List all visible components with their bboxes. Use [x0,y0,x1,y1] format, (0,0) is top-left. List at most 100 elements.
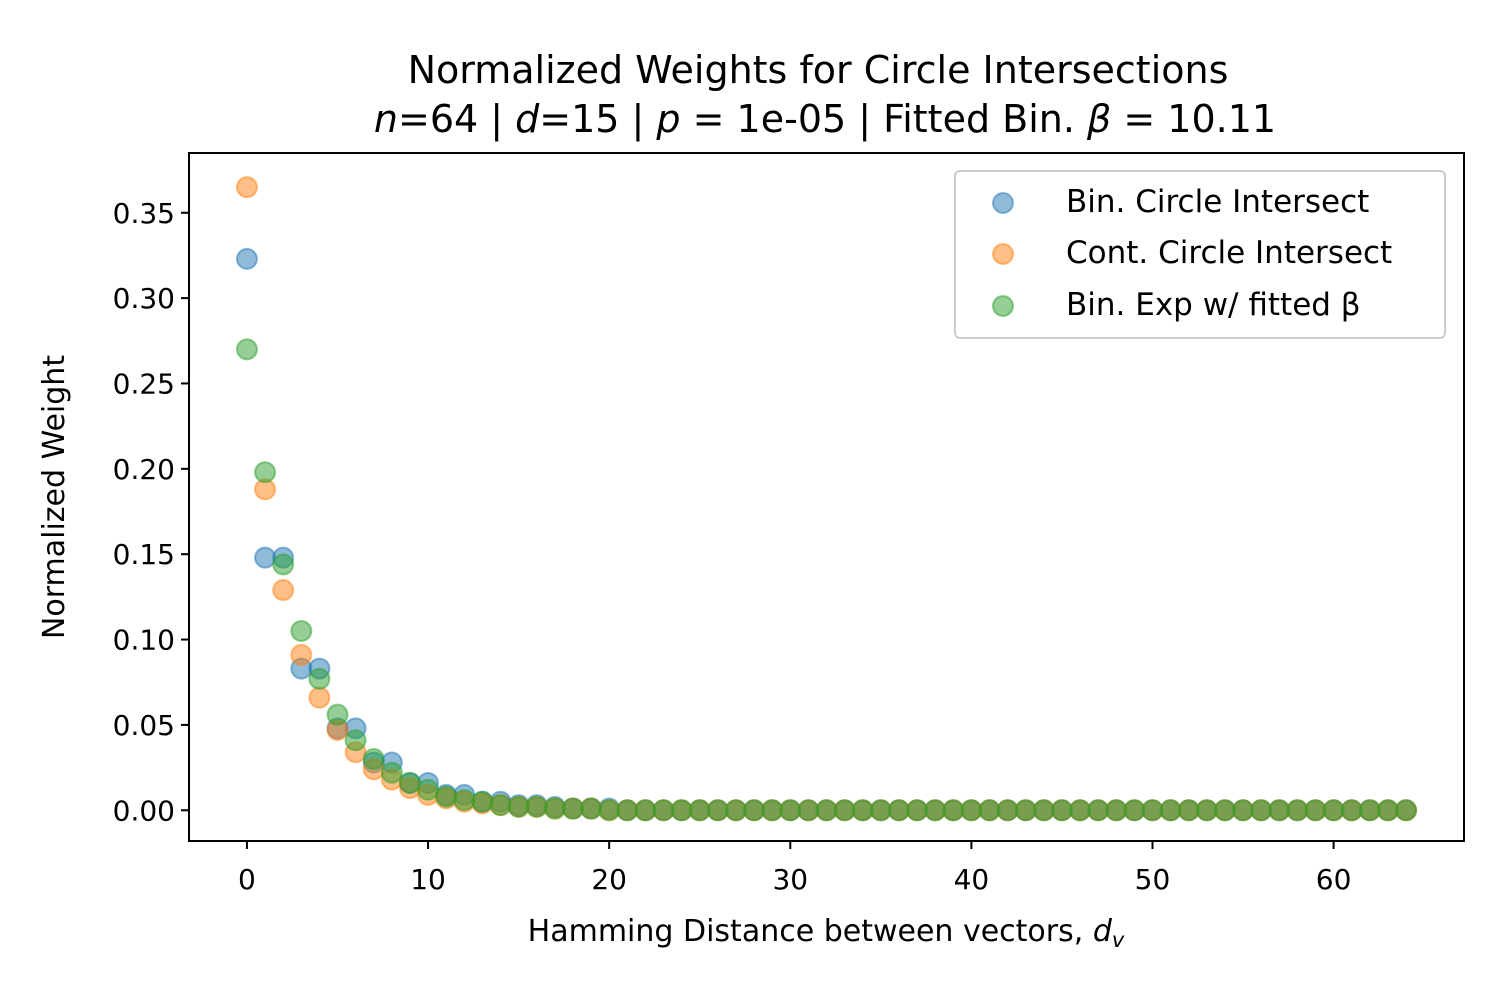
legend-marker-cont-circle [992,243,1014,265]
legend-label-bin-exp: Bin. Exp w/ fitted β [1066,287,1361,323]
data-point-series-2 [1268,799,1291,822]
data-point-series-1 [290,643,313,666]
x-tick-label: 60 [1316,863,1352,896]
plot-frame [188,152,1465,842]
data-point-series-2 [743,799,766,822]
data-point-series-2 [435,785,458,808]
data-point-series-2 [1177,799,1200,822]
y-tick-label: 0.30 [113,282,175,315]
data-point-series-2 [290,620,313,643]
data-point-series-2 [869,799,892,822]
data-point-series-2 [797,799,820,822]
data-point-series-2 [1050,799,1073,822]
subtitle-n-label: n [374,97,398,141]
data-point-series-2 [580,797,603,820]
subtitle-n-value: =64 | [398,97,515,142]
data-point-series-2 [1123,799,1146,822]
subtitle-beta-value: = 10.11 [1111,97,1276,141]
x-tick-label: 10 [410,863,446,896]
y-tick-label: 0.00 [113,794,175,827]
legend-label-cont-circle: Cont. Circle Intersect [1066,235,1392,271]
data-point-series-2 [1213,799,1236,822]
y-tick-label: 0.15 [113,538,175,571]
subtitle-beta-label: β [1086,97,1111,141]
data-point-series-2 [833,799,856,822]
data-point-series-2 [1286,799,1309,822]
data-point-series-2 [815,799,838,822]
data-point-series-2 [779,799,802,822]
data-point-series-2 [380,761,403,784]
data-point-series-2 [942,799,965,822]
x-tick-label: 30 [772,863,808,896]
data-point-series-2 [761,799,784,822]
data-point-series-2 [924,799,947,822]
data-point-series-2 [1395,799,1418,822]
data-point-series-2 [1304,799,1327,822]
legend-marker-bin-exp [992,295,1014,317]
data-point-series-2 [326,703,349,726]
data-point-series-2 [471,790,494,813]
subtitle-d-value: =15 | [539,97,656,142]
y-tick-label: 0.05 [113,709,175,742]
y-tick-label: 0.10 [113,624,175,657]
data-point-series-1 [308,686,331,709]
data-point-series-2 [1322,799,1345,822]
x-axis-label-var: d [1093,914,1113,949]
data-point-series-2 [561,797,584,820]
legend-marker-bin-circle [992,192,1014,214]
data-points-layer [235,176,1418,822]
x-axis-label: Hamming Distance between vectors, dv [528,914,1125,952]
data-point-series-1 [272,579,295,602]
data-point-series-2 [960,799,983,822]
y-tick-label: 0.35 [113,197,175,230]
data-point-series-0 [254,546,277,569]
data-point-series-2 [652,799,675,822]
data-point-series-2 [272,553,295,576]
data-point-series-2 [344,729,367,752]
x-tick-label: 20 [591,863,627,896]
x-tick-label: 50 [1135,863,1171,896]
data-point-series-2 [1141,799,1164,822]
data-point-series-2 [688,799,711,822]
data-point-series-2 [1232,799,1255,822]
y-tick-label: 0.20 [113,453,175,486]
data-point-series-2 [887,799,910,822]
x-axis-ticks: 0 10 20 30 40 50 60 [238,841,1351,896]
x-axis-label-sub: v [1112,928,1125,952]
data-point-series-2 [1087,799,1110,822]
y-tick-label: 0.25 [113,367,175,400]
data-point-series-2 [1340,799,1363,822]
data-point-series-2 [1014,799,1037,822]
data-point-series-2 [598,799,621,822]
data-point-series-2 [254,461,277,484]
data-point-series-0 [235,247,258,270]
subtitle-p-label: p [655,97,680,141]
data-point-series-2 [670,799,693,822]
subtitle-d-label: d [515,97,540,141]
data-point-series-2 [525,795,548,818]
data-point-series-2 [235,338,258,361]
data-point-series-2 [1358,799,1381,822]
data-point-series-2 [362,748,385,771]
data-point-series-2 [1032,799,1055,822]
data-point-series-2 [706,799,729,822]
data-point-series-2 [417,778,440,801]
chart-subtitle: n=64 | d=15 | p = 1e-05 | Fitted Bin. β … [374,97,1276,142]
data-point-series-2 [996,799,1019,822]
x-tick-label: 0 [238,863,256,896]
data-point-series-2 [398,771,421,794]
legend-label-bin-circle: Bin. Circle Intersect [1066,184,1369,220]
data-point-series-2 [634,799,657,822]
data-point-series-2 [1250,799,1273,822]
data-point-series-2 [1195,799,1218,822]
data-point-series-2 [1069,799,1092,822]
data-point-series-2 [978,799,1001,822]
x-tick-label: 40 [954,863,990,896]
subtitle-p-value: = 1e-05 | Fitted Bin. [681,97,1087,142]
x-axis-label-text: Hamming Distance between vectors, [528,914,1093,949]
data-point-series-2 [489,794,512,817]
data-point-series-2 [851,799,874,822]
y-axis-ticks: 0.00 0.05 0.10 0.15 0.20 0.25 0.30 0.35 [113,197,189,827]
data-point-series-2 [308,667,331,690]
